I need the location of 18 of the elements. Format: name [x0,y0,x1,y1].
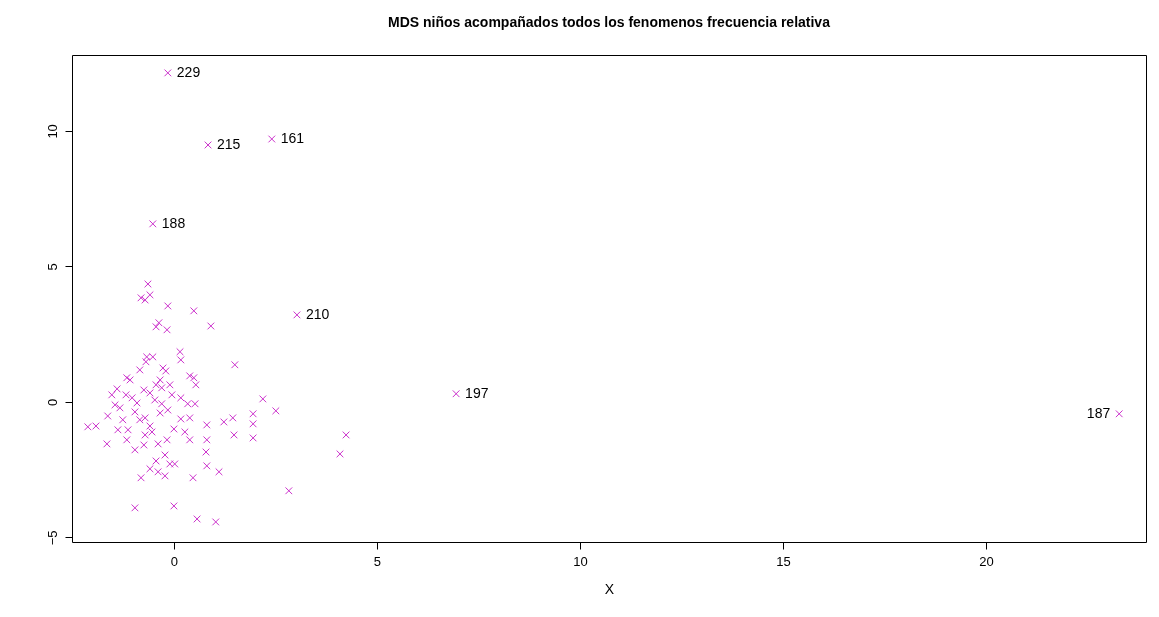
annotation: 229 [176,63,201,80]
y-tick-label: 5 [44,263,60,271]
x-tick-label: 5 [373,553,382,569]
annotation: 197 [465,384,489,401]
y-tick-label: 10 [44,124,60,139]
x-tick-label: 20 [979,553,994,569]
y-tick-label: 0 [44,398,60,407]
annotation: 210 [305,305,330,322]
x-tick-label: 10 [573,553,588,569]
x-tick-label: 0 [170,553,179,569]
annotation: 187 [1086,404,1111,421]
y-tick-label: −5 [44,530,60,546]
annotation: 188 [161,214,186,231]
x-tick-label: 15 [776,553,791,569]
annotation: 215 [217,135,241,152]
annotation: 161 [280,130,305,147]
x-axis-title: X [604,580,615,597]
chart-title: MDS niños acompañados todos los fenomenos frecuencia relativa [388,14,831,30]
